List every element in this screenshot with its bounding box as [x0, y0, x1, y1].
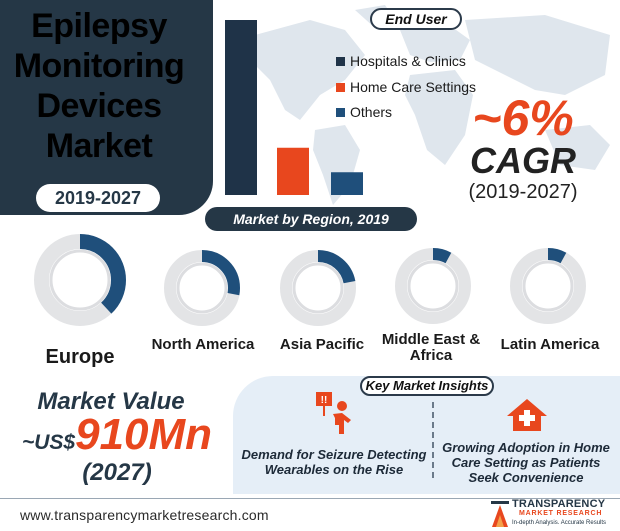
donut-segment	[280, 250, 356, 326]
legend-item-others: Others	[336, 103, 392, 121]
legend-label: Others	[350, 104, 393, 120]
region-donut-charts	[34, 234, 586, 326]
donut-center	[292, 262, 344, 314]
title-years: 2019-2027	[36, 184, 160, 212]
region-label-middle-east-africa: Middle East & Africa	[381, 331, 481, 364]
market-value-label: Market Value	[37, 388, 185, 415]
cagr-label: CAGR	[470, 140, 576, 181]
alert-person-icon: !!	[316, 392, 351, 434]
title-line-1: Epilepsy	[31, 7, 167, 45]
region-label-latin-america: Latin America	[500, 336, 600, 353]
cagr-value: ~6%	[472, 90, 574, 146]
insight-home-care: Growing Adoption in Home Care Setting as…	[442, 440, 610, 485]
market-value-amount: 910Mn	[75, 410, 213, 459]
donut-europe	[34, 234, 126, 326]
donut-segment	[34, 234, 126, 326]
title-panel	[0, 0, 213, 215]
donut-north-america	[164, 250, 240, 326]
home-care-icon	[507, 399, 547, 431]
donut-center	[176, 262, 228, 314]
legend-label: Home Care Settings	[350, 79, 477, 95]
market-value: ~US$910Mn	[6, 410, 228, 460]
website-link[interactable]: www.transparencymarketresearch.com	[20, 507, 269, 523]
brand-name: TRANSPARENCY	[512, 498, 606, 510]
footer-divider	[0, 498, 620, 499]
region-label-europe: Europe	[45, 346, 115, 368]
legend-label: Hospitals & Clinics	[350, 53, 466, 69]
region-header: Market by Region, 2019	[205, 207, 417, 231]
page-title: Epilepsy Monitoring Devices Market	[0, 6, 198, 166]
insights-header: Key Market Insights	[360, 376, 494, 396]
brand-tagline: In-depth Analysis. Accurate Results	[512, 520, 607, 526]
bar-others	[331, 172, 363, 195]
donut-segment	[395, 248, 471, 324]
alert-badge-text: !!	[321, 395, 328, 406]
donut-segment	[510, 248, 586, 324]
legend-item-home-care: Home Care Settings	[336, 78, 476, 96]
donut-center	[522, 260, 574, 312]
cagr-period: (2019-2027)	[468, 181, 578, 203]
insights-divider	[432, 402, 434, 478]
region-label-north-america: North America	[151, 336, 255, 353]
end-user-bar-chart	[225, 20, 363, 195]
bar-hospitals-clinics	[225, 20, 257, 195]
bar-home-care-settings	[277, 147, 309, 195]
legend-swatch	[336, 107, 345, 117]
legend-swatch	[336, 56, 345, 66]
donut-center	[407, 260, 459, 312]
donut-latin-america	[510, 248, 586, 324]
region-label-asia-pacific: Asia Pacific	[279, 336, 365, 353]
legend-item-hospitals: Hospitals & Clinics	[336, 52, 466, 70]
title-line-2: Monitoring	[13, 47, 185, 85]
market-value-prefix: ~US$	[21, 431, 76, 454]
donut-center	[49, 249, 111, 311]
donut-middle-east-africa	[395, 248, 471, 324]
end-user-header: End User	[370, 8, 462, 30]
brand-subtitle: MARKET RESEARCH	[519, 510, 603, 517]
tmr-logo-icon	[491, 501, 509, 527]
donut-segment	[164, 250, 240, 326]
insight-seizure-wearables: Demand for Seizure Detecting Wearables o…	[241, 447, 427, 477]
market-value-year: (2027)	[82, 459, 152, 486]
title-line-4: Market	[45, 127, 153, 165]
legend-swatch	[336, 82, 345, 92]
donut-asia-pacific	[280, 250, 356, 326]
title-line-3: Devices	[36, 87, 162, 125]
